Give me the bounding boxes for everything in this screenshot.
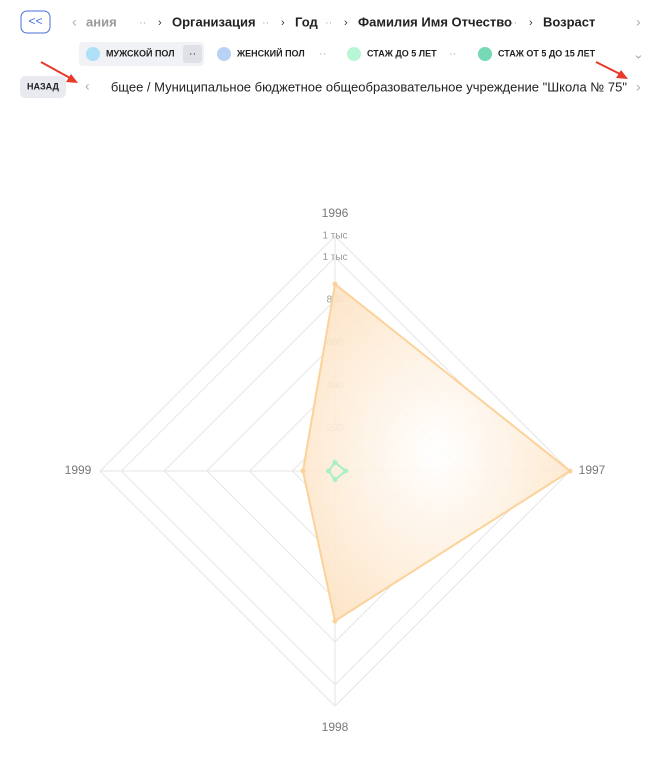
- separator: ··: [449, 48, 456, 60]
- legend-swatch[interactable]: [347, 47, 361, 61]
- legend-swatch[interactable]: [478, 47, 492, 61]
- separator: ›: [529, 17, 533, 29]
- breadcrumb[interactable]: Возраст: [543, 14, 595, 29]
- series-point: [332, 459, 338, 465]
- legend-swatch[interactable]: [217, 47, 231, 61]
- series-point: [332, 477, 338, 483]
- axis-label: 1998: [322, 720, 349, 734]
- expand[interactable]: ⌄: [633, 46, 644, 61]
- legend: МУЖСКОЙ ПОЛ ЖЕНСКИЙ ПОЛ ·· СТАЖ ДО 5 ЛЕТ ·· С…: [86, 47, 596, 61]
- more[interactable]: ··: [189, 48, 196, 60]
- breadcrumb[interactable]: Фамилия Имя Отчество: [358, 14, 512, 29]
- more-bg[interactable]: [183, 45, 202, 63]
- separator: ··: [262, 17, 269, 29]
- path-left[interactable]: ‹: [85, 78, 90, 94]
- back-path-button[interactable]: [20, 76, 66, 98]
- series-point: [567, 468, 573, 474]
- chip-bg: [79, 42, 204, 66]
- nav-left[interactable]: ‹: [72, 14, 77, 30]
- series-area: [301, 282, 572, 623]
- legend-swatch[interactable]: [86, 47, 100, 61]
- series-point: [300, 468, 306, 474]
- back-button[interactable]: [20, 10, 51, 34]
- separator: ›: [344, 17, 348, 29]
- legend-label[interactable]: СТАЖ ДО 5 ЛЕТ: [367, 48, 437, 58]
- nav-right[interactable]: ›: [636, 14, 641, 30]
- separator: ··: [583, 48, 590, 60]
- back-icon[interactable]: <<: [28, 14, 42, 28]
- breadcrumb[interactable]: Организация: [172, 14, 256, 29]
- legend-label[interactable]: МУЖСКОЙ ПОЛ: [106, 47, 175, 58]
- axis-label: 1999: [65, 463, 92, 477]
- axis-label: 1996: [322, 206, 349, 220]
- breadcrumbs: ания ·· › Организация ·· › Год ·· › Фамилия Имя О…: [86, 14, 595, 29]
- breadcrumb[interactable]: Год: [295, 14, 318, 29]
- series-point: [332, 281, 338, 287]
- axis-label: 1997: [579, 463, 606, 477]
- separator: ›: [281, 17, 285, 29]
- series-point: [332, 618, 338, 624]
- separator: ··: [319, 48, 326, 60]
- series-point: [343, 468, 349, 474]
- separator: ··: [510, 17, 517, 29]
- path-right[interactable]: ›: [636, 79, 641, 95]
- back-path-label[interactable]: НАЗАД: [27, 81, 59, 91]
- legend-label[interactable]: ЖЕНСКИЙ ПОЛ: [236, 47, 305, 58]
- separator: ··: [325, 17, 332, 29]
- separator: ›: [158, 17, 162, 29]
- annotation-arrows: [40, 61, 628, 83]
- series-point: [326, 468, 332, 474]
- path-text: бщее / Муниципальное бюджетное общеобраз…: [111, 79, 628, 94]
- separator: ··: [139, 17, 146, 29]
- legend-label[interactable]: СТАЖ ОТ 5 ДО 15 ЛЕТ: [498, 48, 596, 58]
- breadcrumb[interactable]: ания: [86, 14, 117, 29]
